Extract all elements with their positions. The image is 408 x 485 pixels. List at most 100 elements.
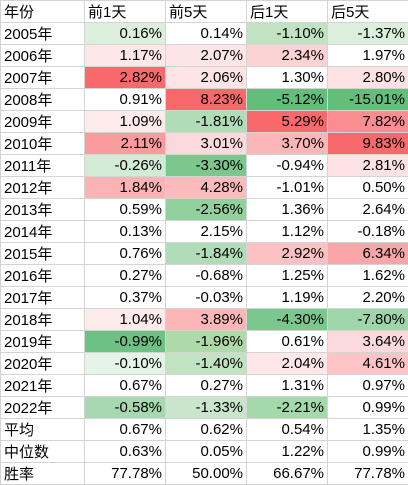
cell-before-1d: 0.13%: [84, 220, 166, 243]
cell-before-5d: 8.23%: [165, 88, 247, 111]
cell-after-5d: 0.99%: [327, 396, 408, 419]
cell-after-5d: 1.35%: [327, 418, 408, 441]
cell-before-5d: 0.62%: [165, 418, 247, 441]
cell-before-1d: 1.17%: [84, 44, 166, 67]
table-row: 2007年 2.82% 2.06% 1.30% 2.80%: [0, 66, 408, 89]
cell-before-1d: 0.67%: [84, 418, 166, 441]
cell-after-1d: 1.12%: [246, 220, 328, 243]
row-label: 2011年: [0, 154, 85, 177]
header-cell-year: 年份: [0, 0, 85, 23]
cell-after-5d: 4.61%: [327, 352, 408, 375]
row-label: 胜率: [0, 462, 85, 485]
row-label: 2007年: [0, 66, 85, 89]
row-label: 2022年: [0, 396, 85, 419]
cell-before-5d: 2.07%: [165, 44, 247, 67]
cell-before-5d: 50.00%: [165, 462, 247, 485]
cell-after-5d: 6.34%: [327, 242, 408, 265]
row-label: 中位数: [0, 440, 85, 463]
cell-after-5d: 2.20%: [327, 286, 408, 309]
cell-after-1d: 0.54%: [246, 418, 328, 441]
cell-before-1d: 0.59%: [84, 198, 166, 221]
cell-before-1d: 2.11%: [84, 132, 166, 155]
table-row: 平均 0.67% 0.62% 0.54% 1.35%: [0, 418, 408, 441]
row-label: 2009年: [0, 110, 85, 133]
cell-before-5d: -1.96%: [165, 330, 247, 353]
cell-after-1d: 2.92%: [246, 242, 328, 265]
row-label: 2021年: [0, 374, 85, 397]
cell-after-5d: 2.64%: [327, 198, 408, 221]
cell-before-1d: 1.84%: [84, 176, 166, 199]
cell-after-1d: 1.31%: [246, 374, 328, 397]
cell-after-5d: -1.37%: [327, 22, 408, 45]
cell-after-1d: -5.12%: [246, 88, 328, 111]
cell-before-5d: 0.05%: [165, 440, 247, 463]
row-label: 2010年: [0, 132, 85, 155]
table-row: 2011年 -0.26% -3.30% -0.94% 2.81%: [0, 154, 408, 177]
header-cell-before-5d: 前5天: [165, 0, 247, 23]
cell-before-5d: -0.03%: [165, 286, 247, 309]
cell-before-1d: 0.67%: [84, 374, 166, 397]
cell-after-1d: 1.22%: [246, 440, 328, 463]
table-row: 2006年 1.17% 2.07% 2.34% 1.97%: [0, 44, 408, 67]
row-label: 2012年: [0, 176, 85, 199]
table-row: 2020年 -0.10% -1.40% 2.04% 4.61%: [0, 352, 408, 375]
cell-after-5d: -7.80%: [327, 308, 408, 331]
cell-after-1d: 3.70%: [246, 132, 328, 155]
cell-after-5d: -15.01%: [327, 88, 408, 111]
table-row: 2021年 0.67% 0.27% 1.31% 0.97%: [0, 374, 408, 397]
table-row: 2013年 0.59% -2.56% 1.36% 2.64%: [0, 198, 408, 221]
row-label: 2014年: [0, 220, 85, 243]
table-row: 2009年 1.09% -1.81% 5.29% 7.82%: [0, 110, 408, 133]
cell-after-5d: 2.80%: [327, 66, 408, 89]
cell-before-1d: 0.37%: [84, 286, 166, 309]
row-label: 平均: [0, 418, 85, 441]
cell-after-1d: -1.10%: [246, 22, 328, 45]
cell-after-5d: 7.82%: [327, 110, 408, 133]
cell-after-1d: 1.25%: [246, 264, 328, 287]
cell-before-5d: 4.28%: [165, 176, 247, 199]
table-row: 2018年 1.04% 3.89% -4.30% -7.80%: [0, 308, 408, 331]
table-row: 2016年 0.27% -0.68% 1.25% 1.62%: [0, 264, 408, 287]
row-label: 2006年: [0, 44, 85, 67]
cell-before-1d: -0.10%: [84, 352, 166, 375]
header-cell-after-1d: 后1天: [246, 0, 328, 23]
table-row: 中位数 0.63% 0.05% 1.22% 0.99%: [0, 440, 408, 463]
row-label: 2005年: [0, 22, 85, 45]
row-label: 2015年: [0, 242, 85, 265]
cell-after-1d: -1.01%: [246, 176, 328, 199]
cell-before-1d: 0.16%: [84, 22, 166, 45]
cell-after-5d: 0.97%: [327, 374, 408, 397]
row-label: 2020年: [0, 352, 85, 375]
cell-before-5d: -1.84%: [165, 242, 247, 265]
cell-before-1d: 2.82%: [84, 66, 166, 89]
cell-after-5d: 2.81%: [327, 154, 408, 177]
cell-before-1d: 1.04%: [84, 308, 166, 331]
cell-after-1d: -4.30%: [246, 308, 328, 331]
cell-before-1d: 0.27%: [84, 264, 166, 287]
row-label: 2018年: [0, 308, 85, 331]
cell-after-5d: 0.99%: [327, 440, 408, 463]
cell-before-5d: 0.14%: [165, 22, 247, 45]
cell-before-1d: 1.09%: [84, 110, 166, 133]
table-row: 2022年 -0.58% -1.33% -2.21% 0.99%: [0, 396, 408, 419]
cell-before-1d: 0.63%: [84, 440, 166, 463]
table-row: 2005年 0.16% 0.14% -1.10% -1.37%: [0, 22, 408, 45]
table-row: 2015年 0.76% -1.84% 2.92% 6.34%: [0, 242, 408, 265]
table-row: 2010年 2.11% 3.01% 3.70% 9.83%: [0, 132, 408, 155]
row-label: 2013年: [0, 198, 85, 221]
cell-before-5d: 3.89%: [165, 308, 247, 331]
cell-before-1d: -0.99%: [84, 330, 166, 353]
header-cell-after-5d: 后5天: [327, 0, 408, 23]
row-label: 2019年: [0, 330, 85, 353]
row-label: 2016年: [0, 264, 85, 287]
cell-before-5d: -1.40%: [165, 352, 247, 375]
cell-after-1d: 2.34%: [246, 44, 328, 67]
cell-before-5d: 0.27%: [165, 374, 247, 397]
cell-before-5d: -0.68%: [165, 264, 247, 287]
cell-after-5d: 9.83%: [327, 132, 408, 155]
cell-before-5d: 2.15%: [165, 220, 247, 243]
cell-before-5d: -1.33%: [165, 396, 247, 419]
cell-before-1d: 0.76%: [84, 242, 166, 265]
cell-after-5d: 77.78%: [327, 462, 408, 485]
